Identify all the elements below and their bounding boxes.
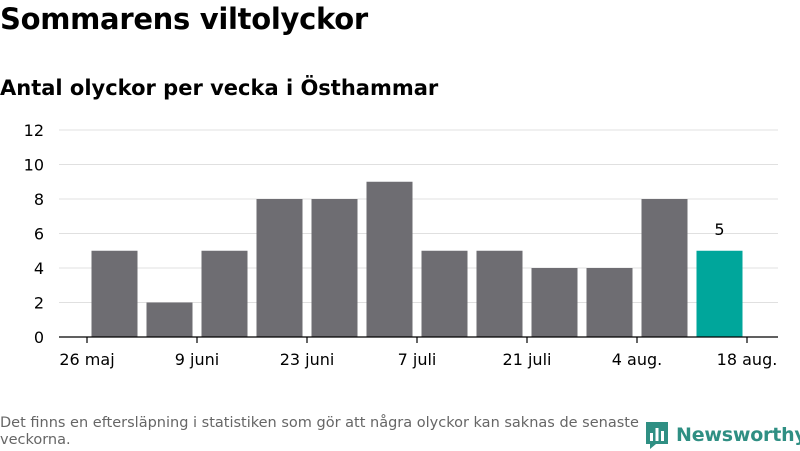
y-tick-label: 4 [34, 259, 44, 278]
bar [641, 199, 688, 337]
bar [256, 199, 303, 337]
data-label: 5 [714, 220, 724, 239]
x-tick-label: 9 juni [175, 350, 219, 369]
y-tick-label: 10 [24, 156, 44, 175]
y-tick-label: 0 [34, 328, 44, 347]
footnote: Det finns en eftersläpning i statistiken… [0, 415, 639, 448]
x-tick-label: 23 juni [280, 350, 335, 369]
bar [421, 250, 468, 337]
y-tick-label: 8 [34, 190, 44, 209]
x-tick-label: 18 aug. [717, 350, 778, 369]
bar [366, 181, 413, 337]
brand-logo[interactable]: Newsworthy [644, 419, 800, 451]
y-tick-label: 2 [34, 294, 44, 313]
bar [586, 268, 633, 337]
y-tick-label: 6 [34, 225, 44, 244]
chart-title: Sommarens viltolyckor [0, 2, 368, 36]
x-tick-label: 21 juli [503, 350, 552, 369]
bar [531, 268, 578, 337]
y-tick-label: 12 [24, 121, 44, 140]
x-tick-label: 7 juli [398, 350, 437, 369]
bar-highlighted [696, 250, 743, 337]
x-tick-label: 26 maj [59, 350, 114, 369]
brand-name: Newsworthy [676, 424, 800, 446]
chart-subtitle: Antal olyckor per vecka i Östhammar [0, 76, 439, 100]
bar [146, 302, 193, 337]
bar-chart-logo-icon [646, 422, 668, 449]
x-tick-label: 4 aug. [612, 350, 662, 369]
bar [311, 199, 358, 337]
bar [476, 250, 523, 337]
bar [91, 250, 138, 337]
bar-chart: 0 2 4 6 8 10 12 5 26 maj 9 juni 23 juni 7 juli 21 ju… [24, 121, 778, 369]
bar [201, 250, 248, 337]
